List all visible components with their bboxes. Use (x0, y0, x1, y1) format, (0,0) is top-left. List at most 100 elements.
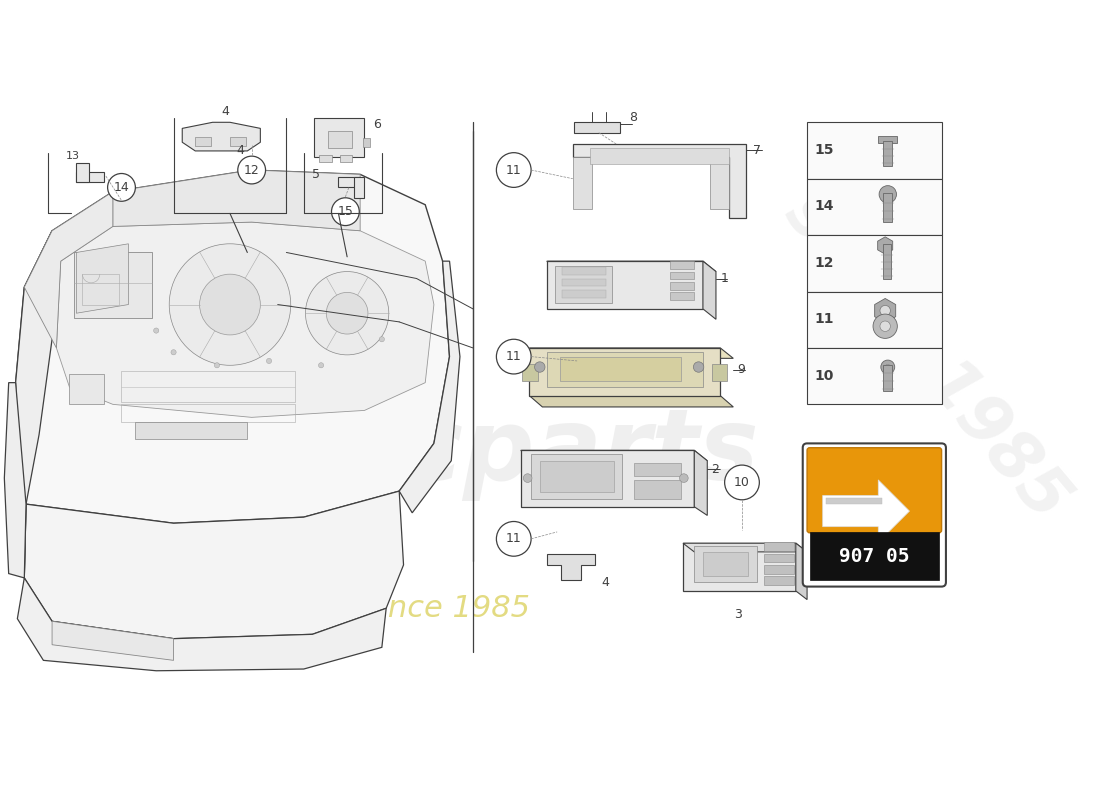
Bar (807, 348, 942, 404)
Bar (340, 155, 352, 162)
Bar (547, 352, 703, 387)
Circle shape (214, 362, 220, 368)
Text: a passion for parts since 1985: a passion for parts since 1985 (69, 594, 530, 622)
Circle shape (524, 474, 532, 482)
Polygon shape (823, 480, 910, 542)
Bar (634, 480, 681, 499)
Polygon shape (4, 382, 26, 578)
Circle shape (496, 153, 531, 187)
Circle shape (266, 358, 272, 363)
Bar (882, 244, 891, 278)
Bar (574, 122, 619, 133)
Text: 11: 11 (506, 350, 521, 363)
Bar (763, 565, 794, 574)
Circle shape (881, 360, 894, 374)
Bar (562, 290, 606, 298)
Circle shape (170, 350, 176, 355)
Polygon shape (52, 622, 174, 660)
Bar (763, 542, 794, 551)
Bar (547, 261, 703, 309)
Circle shape (154, 328, 158, 333)
Polygon shape (529, 396, 734, 407)
Bar (531, 454, 623, 499)
Text: 11: 11 (506, 532, 521, 546)
Bar (710, 157, 729, 209)
Text: 1: 1 (720, 272, 728, 285)
Bar (319, 155, 331, 162)
Text: 11: 11 (814, 312, 834, 326)
Text: 14: 14 (113, 181, 130, 194)
Bar (76, 172, 104, 182)
Bar (807, 291, 942, 348)
Polygon shape (56, 222, 433, 418)
Bar (807, 178, 942, 235)
Polygon shape (683, 543, 807, 552)
Circle shape (879, 186, 896, 203)
Bar (703, 552, 748, 576)
FancyBboxPatch shape (807, 448, 942, 533)
Bar (634, 463, 681, 476)
Bar (883, 366, 892, 391)
FancyBboxPatch shape (803, 443, 946, 586)
Text: 7: 7 (754, 143, 761, 157)
Text: 11: 11 (506, 163, 521, 177)
Circle shape (238, 156, 265, 184)
Bar (670, 282, 694, 290)
Circle shape (327, 292, 368, 334)
Text: since 1985: since 1985 (772, 181, 1082, 532)
Bar (590, 148, 729, 164)
Bar (339, 177, 360, 187)
Bar (807, 122, 942, 178)
Bar (883, 193, 892, 222)
Circle shape (306, 271, 388, 355)
Text: 5: 5 (312, 168, 320, 181)
Polygon shape (520, 450, 707, 461)
Polygon shape (547, 261, 716, 271)
Text: electricparts: electricparts (43, 403, 759, 501)
Bar (328, 131, 352, 148)
Text: 4: 4 (222, 105, 230, 118)
Text: 10: 10 (814, 369, 834, 382)
Bar (540, 461, 614, 492)
Bar (807, 235, 942, 291)
Polygon shape (15, 170, 450, 523)
Bar (69, 374, 104, 404)
Bar (121, 404, 295, 422)
Circle shape (169, 244, 290, 366)
Circle shape (873, 314, 898, 338)
Circle shape (496, 339, 531, 374)
Bar (556, 266, 612, 303)
Bar (883, 142, 892, 166)
Circle shape (880, 306, 890, 316)
Bar (670, 271, 694, 279)
Bar (76, 163, 88, 182)
Circle shape (725, 465, 759, 500)
Polygon shape (24, 192, 113, 348)
Bar (670, 292, 694, 300)
Polygon shape (24, 491, 404, 638)
Bar (763, 576, 794, 585)
Bar (230, 137, 245, 146)
Bar (810, 532, 939, 580)
Bar (82, 274, 119, 305)
Circle shape (331, 198, 360, 226)
Bar (520, 450, 694, 506)
Circle shape (535, 362, 544, 372)
Circle shape (496, 522, 531, 556)
Polygon shape (878, 237, 893, 254)
Bar (522, 363, 538, 381)
Text: 8: 8 (629, 110, 637, 123)
Polygon shape (874, 298, 895, 322)
Text: 9: 9 (738, 363, 746, 376)
Text: 2: 2 (712, 463, 719, 476)
Bar (573, 157, 592, 209)
Bar (74, 253, 152, 318)
Polygon shape (573, 144, 746, 218)
Text: 10: 10 (734, 476, 750, 489)
Circle shape (379, 337, 384, 342)
Polygon shape (18, 578, 386, 670)
Circle shape (880, 321, 890, 331)
Text: 15: 15 (338, 205, 353, 218)
Bar (763, 554, 794, 562)
Circle shape (680, 474, 689, 482)
